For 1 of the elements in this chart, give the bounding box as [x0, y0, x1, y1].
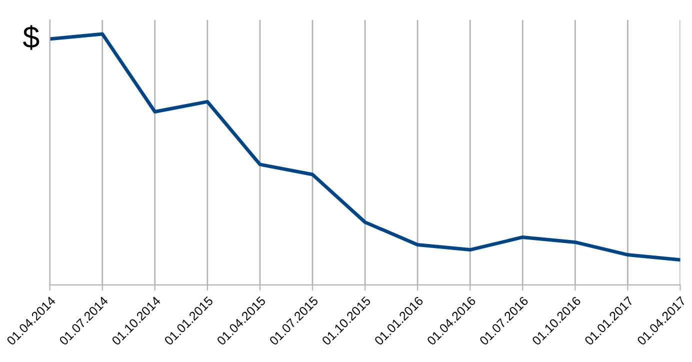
y-axis-title: $ — [22, 25, 40, 50]
